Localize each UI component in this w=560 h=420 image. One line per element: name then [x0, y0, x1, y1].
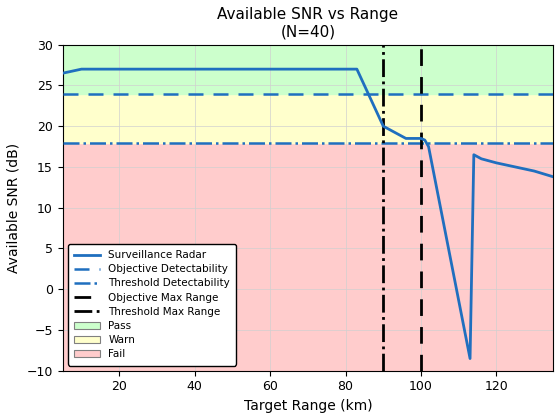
- Surveillance Radar: [422, 137, 428, 142]
- Objective Max Range: [418, 287, 424, 292]
- Objective Detectability: [44, 91, 51, 96]
- Title: Available SNR vs Range
(N=40): Available SNR vs Range (N=40): [217, 7, 398, 39]
- Surveillance Radar: [470, 152, 477, 157]
- Threshold Max Range: [380, 278, 386, 284]
- Surveillance Radar: [466, 356, 473, 361]
- Surveillance Radar: [403, 136, 409, 141]
- Surveillance Radar: [478, 156, 485, 161]
- Surveillance Radar: [267, 67, 273, 72]
- Objective Detectability: [40, 91, 47, 96]
- Surveillance Radar: [493, 160, 500, 165]
- Surveillance Radar: [353, 67, 360, 72]
- Surveillance Radar: [425, 144, 432, 149]
- Threshold Detectability: [40, 140, 47, 145]
- Surveillance Radar: [78, 67, 85, 72]
- Line: Surveillance Radar: Surveillance Radar: [63, 69, 553, 359]
- Objective Max Range: [418, 278, 424, 284]
- Threshold Detectability: [44, 140, 51, 145]
- Surveillance Radar: [531, 168, 538, 173]
- Surveillance Radar: [418, 136, 424, 141]
- Surveillance Radar: [550, 174, 557, 179]
- X-axis label: Target Range (km): Target Range (km): [244, 399, 372, 413]
- Surveillance Radar: [59, 71, 66, 76]
- Y-axis label: Available SNR (dB): Available SNR (dB): [7, 143, 21, 273]
- Threshold Max Range: [380, 287, 386, 292]
- Surveillance Radar: [380, 123, 386, 129]
- Legend: Surveillance Radar, Objective Detectability, Threshold Detectability, Objective : Surveillance Radar, Objective Detectabil…: [68, 244, 236, 365]
